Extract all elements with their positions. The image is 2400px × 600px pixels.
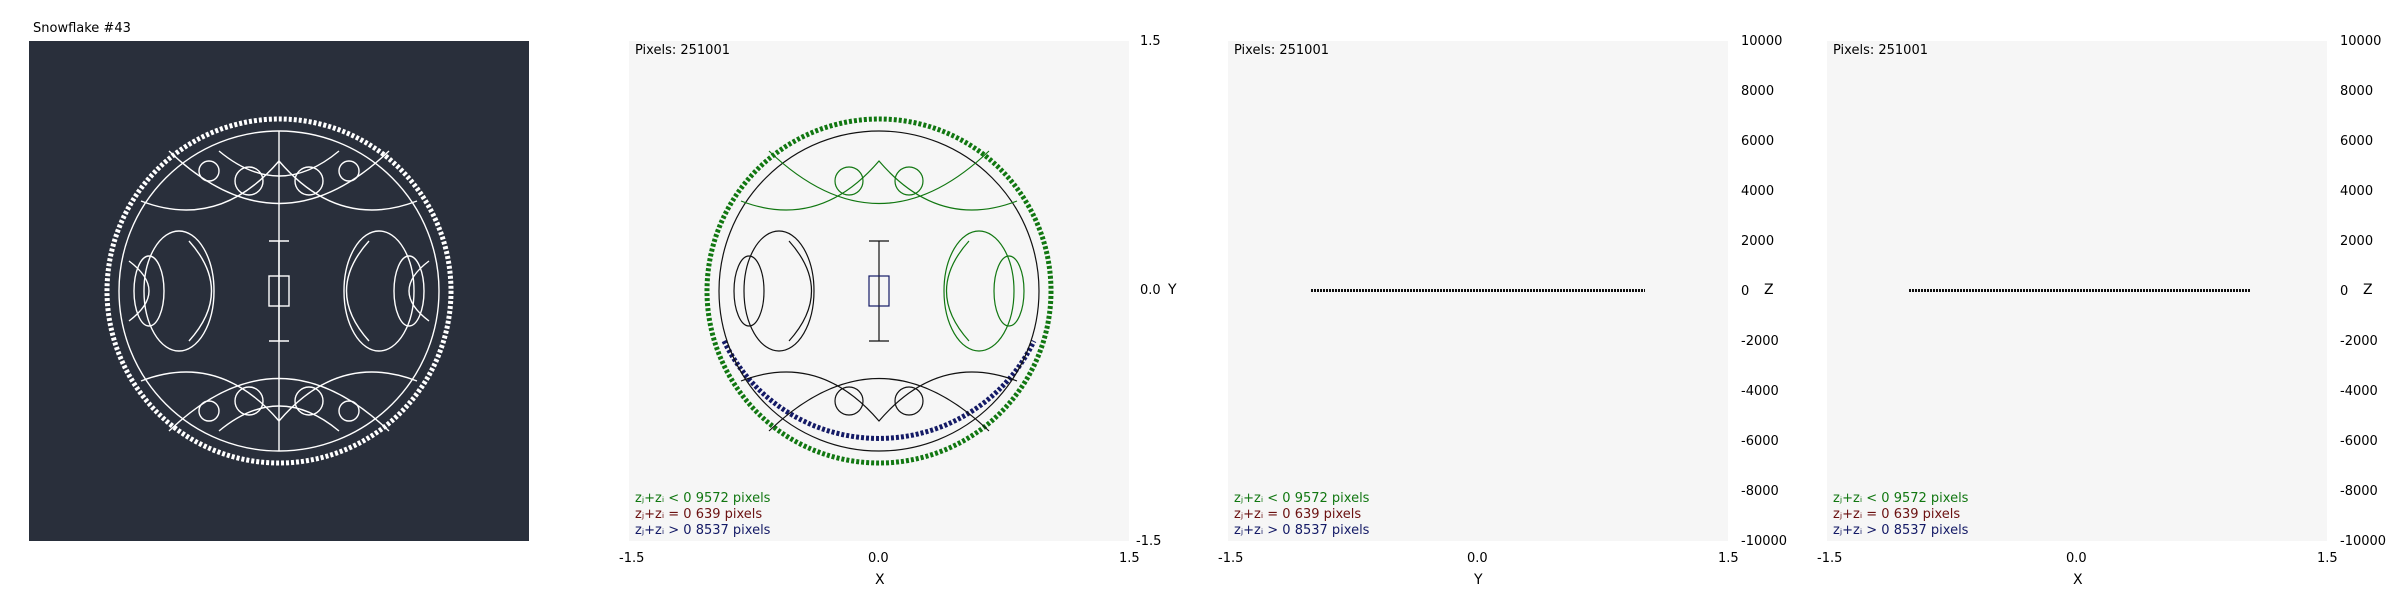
z-tick-label: 6000 [1741, 134, 1775, 149]
y-tick-min: -1.5 [1136, 534, 1162, 549]
stat-negative: zⱼ+zᵢ < 0 9572 pixels [1833, 491, 1969, 506]
stat-negative: zⱼ+zᵢ < 0 9572 pixels [1234, 491, 1370, 506]
yz-plot: Pixels: 251001 zⱼ+zᵢ < 0 9572 pixels zⱼ+… [1228, 41, 1728, 541]
x-tick-max: 1.5 [1718, 551, 1739, 566]
y-tick-mid: 0.0 [1140, 283, 1161, 298]
y-axis-name: Y [1168, 282, 1177, 298]
stats-legend: zⱼ+zᵢ < 0 9572 pixels zⱼ+zᵢ = 0 639 pixe… [635, 491, 770, 539]
z-tick-label: -6000 [1741, 434, 1779, 449]
x-tick-min: -1.5 [1817, 551, 1843, 566]
xz-plot: Pixels: 251001 zⱼ+zᵢ < 0 9572 pixels zⱼ+… [1827, 41, 2327, 541]
z-tick-label: 10000 [1741, 34, 1783, 49]
xz-trace [1909, 289, 2250, 292]
x-tick-max: 1.5 [1119, 551, 1140, 566]
snowflake-render [104, 116, 454, 466]
z-axis-name: Z [1764, 282, 1774, 298]
stat-positive: zⱼ+zᵢ > 0 8537 pixels [1833, 523, 1969, 538]
render-panel [29, 41, 529, 541]
x-tick-min: -1.5 [619, 551, 645, 566]
z-tick-label: 6000 [2340, 134, 2374, 149]
x-tick-max: 1.5 [2317, 551, 2338, 566]
z-tick-label: -8000 [2340, 484, 2378, 499]
xy-plot: Pixels: 251001 zⱼ+zᵢ < 0 9572 pixels zⱼ+… [629, 41, 1129, 541]
stat-positive: zⱼ+zᵢ > 0 8537 pixels [635, 523, 771, 538]
z-tick-label: -2000 [1741, 334, 1779, 349]
x-tick-min: -1.5 [1218, 551, 1244, 566]
xy-fractal [704, 116, 1054, 466]
z-tick-label: -8000 [1741, 484, 1779, 499]
z-tick-label: -10000 [2340, 534, 2387, 549]
stat-zero: zⱼ+zᵢ = 0 639 pixels [1234, 507, 1362, 522]
z-tick-label: 4000 [1741, 184, 1775, 199]
x-tick-mid: 0.0 [868, 551, 889, 566]
z-tick-label: -2000 [2340, 334, 2378, 349]
z-tick-label: 8000 [1741, 84, 1775, 99]
x-axis-name: Y [1474, 572, 1483, 588]
z-tick-label: -10000 [1741, 534, 1788, 549]
z-tick-label: 2000 [2340, 234, 2374, 249]
stat-zero: zⱼ+zᵢ = 0 639 pixels [635, 507, 763, 522]
x-tick-mid: 0.0 [1467, 551, 1488, 566]
pixel-count-label: Pixels: 251001 [635, 43, 730, 58]
z-tick-label: 0 [1741, 284, 1750, 299]
z-tick-label: -4000 [1741, 384, 1779, 399]
z-tick-label: 4000 [2340, 184, 2374, 199]
x-axis-name: X [2073, 572, 2083, 588]
z-tick-label: -6000 [2340, 434, 2378, 449]
z-tick-label: 10000 [2340, 34, 2382, 49]
x-axis-name: X [875, 572, 885, 588]
z-tick-label: 8000 [2340, 84, 2374, 99]
stat-zero: zⱼ+zᵢ = 0 639 pixels [1833, 507, 1961, 522]
z-tick-label: 0 [2340, 284, 2349, 299]
stat-negative: zⱼ+zᵢ < 0 9572 pixels [635, 491, 771, 506]
z-tick-label: -4000 [2340, 384, 2378, 399]
y-tick-max: 1.5 [1140, 34, 1161, 49]
z-tick-label: 2000 [1741, 234, 1775, 249]
stat-positive: zⱼ+zᵢ > 0 8537 pixels [1234, 523, 1370, 538]
stats-legend: zⱼ+zᵢ < 0 9572 pixels zⱼ+zᵢ = 0 639 pixe… [1234, 491, 1369, 539]
pixel-count-label: Pixels: 251001 [1234, 43, 1329, 58]
x-tick-mid: 0.0 [2066, 551, 2087, 566]
yz-trace [1311, 289, 1645, 292]
z-axis-name: Z [2363, 282, 2373, 298]
window-title: Snowflake #43 [33, 21, 131, 36]
stats-legend: zⱼ+zᵢ < 0 9572 pixels zⱼ+zᵢ = 0 639 pixe… [1833, 491, 1968, 539]
pixel-count-label: Pixels: 251001 [1833, 43, 1928, 58]
